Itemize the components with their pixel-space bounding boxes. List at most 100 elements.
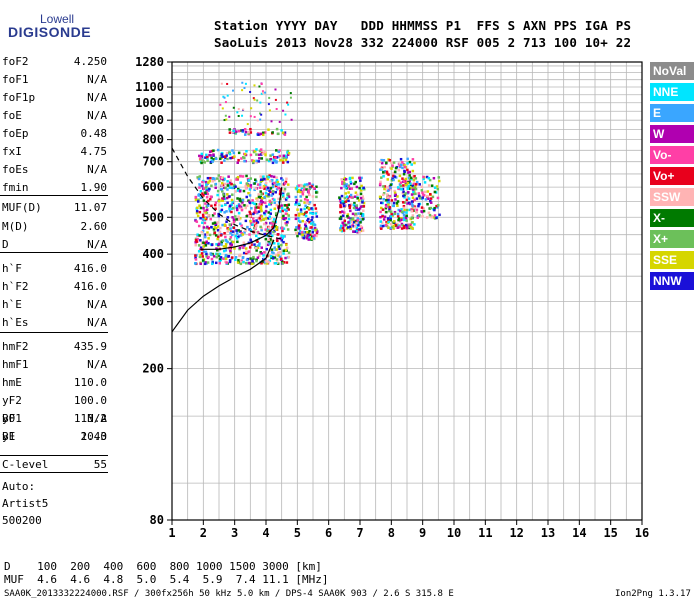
- echo-point: [245, 252, 248, 255]
- echo-point: [278, 247, 281, 250]
- echo-point: [299, 189, 303, 192]
- echo-point: [206, 159, 209, 162]
- echo-point: [202, 241, 205, 244]
- echo-point: [247, 130, 250, 134]
- param-value: N/A: [87, 73, 107, 86]
- echo-point: [221, 177, 225, 181]
- echo-point: [311, 228, 314, 231]
- echo-point: [219, 210, 223, 213]
- header-columns: Station YYYY DAY DDD HHMMSS P1 FFS S AXN…: [214, 18, 632, 33]
- echo-point: [194, 195, 198, 199]
- y-tick-label: 700: [142, 155, 164, 169]
- echo-point: [268, 200, 272, 203]
- echo-point: [414, 187, 418, 191]
- echo-point: [397, 208, 401, 212]
- echo-point: [287, 103, 290, 106]
- param-value: 2.60: [80, 220, 108, 233]
- param-value: N/A: [87, 91, 107, 104]
- echo-point: [198, 234, 201, 237]
- echo-point: [197, 177, 201, 181]
- echo-point: [249, 177, 253, 180]
- param-name: B0: [2, 412, 16, 425]
- echo-point: [384, 223, 388, 227]
- echo-point: [223, 224, 227, 227]
- echo-point: [433, 206, 436, 210]
- echo-point: [274, 98, 277, 101]
- echo-point: [275, 188, 279, 191]
- echo-point: [278, 255, 282, 259]
- echo-point: [362, 205, 366, 208]
- echo-point: [410, 163, 413, 166]
- echo-point: [297, 190, 300, 193]
- echo-point: [240, 129, 243, 132]
- echo-point: [264, 182, 268, 185]
- echo-point: [201, 255, 204, 258]
- echo-point: [223, 197, 227, 201]
- echo-point: [199, 239, 202, 242]
- echo-point: [211, 160, 214, 163]
- echo-point: [214, 182, 218, 186]
- echo-point: [388, 206, 391, 209]
- echo-point: [242, 246, 245, 250]
- legend-item-e: E: [650, 104, 694, 122]
- echo-point: [387, 201, 391, 205]
- echo-point: [257, 193, 260, 196]
- echo-point: [201, 213, 205, 217]
- echo-point: [338, 196, 341, 199]
- echo-point: [411, 184, 415, 188]
- echo-point: [274, 88, 277, 91]
- echo-point: [305, 188, 308, 191]
- echo-point: [215, 243, 218, 246]
- echo-point: [254, 180, 258, 183]
- echo-point: [417, 194, 421, 198]
- echo-point: [359, 179, 362, 182]
- echo-point: [386, 201, 389, 204]
- echo-point: [304, 204, 307, 208]
- echo-point: [222, 195, 226, 198]
- echo-point: [415, 183, 418, 186]
- echo-point: [392, 178, 395, 182]
- echo-point: [232, 106, 235, 109]
- echo-point: [397, 179, 401, 183]
- echo-point: [402, 190, 405, 194]
- echo-point: [388, 185, 392, 188]
- echo-point: [304, 221, 308, 224]
- echo-point: [421, 191, 424, 194]
- param-value: 1.43: [80, 430, 108, 443]
- echo-point: [285, 155, 288, 159]
- echo-point: [258, 112, 261, 115]
- echo-point: [402, 216, 406, 219]
- echo-point: [214, 186, 217, 190]
- echo-point: [307, 217, 310, 221]
- echo-point: [251, 260, 254, 264]
- echo-point: [208, 179, 212, 183]
- echo-point: [342, 211, 346, 214]
- echo-point: [194, 258, 198, 261]
- echo-point: [341, 221, 344, 224]
- echo-point: [273, 181, 276, 185]
- echo-point: [356, 219, 360, 222]
- echo-point: [354, 208, 358, 211]
- echo-point: [268, 254, 271, 257]
- echo-point: [239, 174, 242, 178]
- echo-point: [243, 159, 246, 163]
- echo-point: [268, 159, 271, 163]
- echo-point: [229, 242, 232, 245]
- echo-point: [229, 230, 233, 233]
- echo-point: [361, 212, 365, 216]
- echo-point: [280, 129, 283, 132]
- echo-point: [276, 180, 280, 184]
- echo-point: [257, 160, 261, 163]
- echo-point: [220, 176, 224, 180]
- echo-point: [214, 222, 218, 225]
- echo-point: [204, 261, 207, 264]
- echo-point: [259, 225, 262, 229]
- echo-point: [346, 215, 349, 218]
- echo-point: [286, 153, 290, 157]
- echo-point: [277, 155, 280, 159]
- echo-point: [263, 251, 266, 254]
- echo-point: [196, 237, 199, 241]
- echo-point: [340, 229, 344, 233]
- echo-point: [204, 186, 208, 189]
- echo-point: [204, 156, 207, 159]
